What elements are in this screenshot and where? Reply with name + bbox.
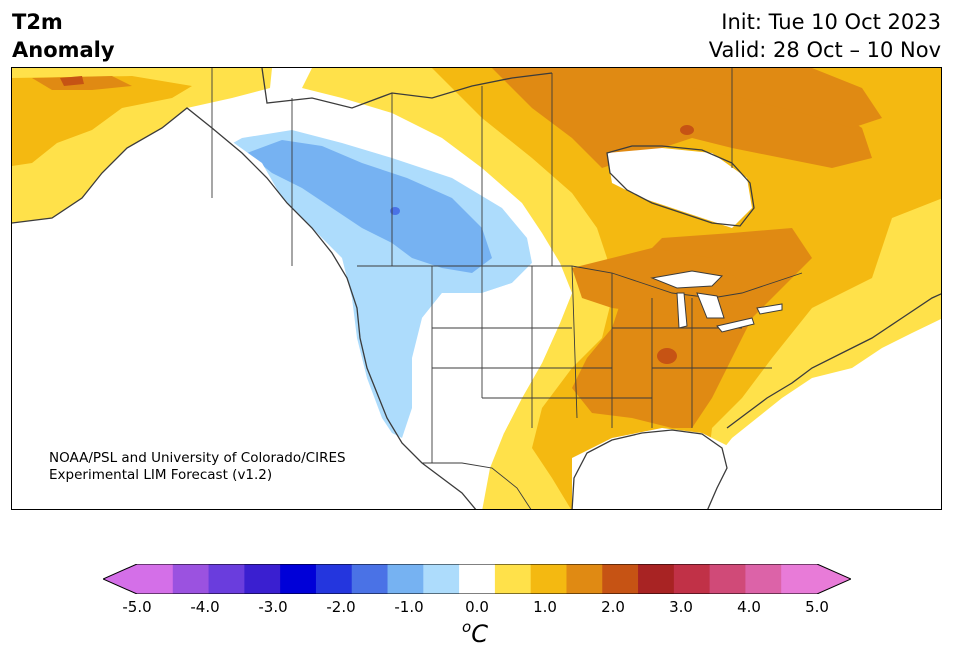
- gulf-coastline: [571, 429, 728, 509]
- political-borders: [211, 68, 803, 509]
- colorbar-segment: [315, 564, 353, 594]
- lake-superior: [650, 270, 724, 289]
- colorbar-segment: [423, 564, 460, 594]
- pacific-ocean: [12, 108, 481, 509]
- warm-anomaly-ohio-peak: [657, 348, 677, 364]
- colorbar-tick-label: 2.0: [601, 598, 625, 616]
- colorbar-segment: [745, 564, 782, 594]
- cool-anomaly-west-peak: [390, 207, 400, 215]
- map-canvas: [12, 68, 941, 509]
- quantity-label: Anomaly: [12, 38, 115, 62]
- lake-erie: [716, 317, 755, 333]
- colorbar-segment: [602, 564, 639, 594]
- colorbar: [103, 564, 851, 594]
- colorbar-tick-label: 0.0: [465, 598, 489, 616]
- state-lines: [431, 265, 772, 463]
- pacific-coastline: [12, 107, 477, 509]
- atlantic-ocean: [702, 318, 941, 509]
- colorbar-segment: [781, 564, 818, 594]
- gulf-of-mexico: [572, 428, 732, 509]
- colorbar-segment: [530, 564, 567, 594]
- warm-anomaly-island-peak: [680, 125, 694, 135]
- us-mexico-border: [422, 462, 532, 509]
- warm-anomaly-alaska-core: [12, 76, 192, 166]
- colorbar-tick-label: 1.0: [533, 598, 557, 616]
- colorbar-segment: [208, 564, 245, 594]
- great-lakes: [650, 270, 783, 333]
- atlantic-coastline: [726, 293, 941, 429]
- colorbar-segment: [137, 564, 174, 594]
- colorbar-under-extend: [103, 564, 137, 594]
- colorbar-segment: [244, 564, 281, 594]
- unit-degree-sup: o: [462, 618, 472, 636]
- colorbar-tick-label: 5.0: [805, 598, 829, 616]
- colorbar-over-extend: [817, 564, 851, 594]
- colorbar-segment: [172, 564, 210, 594]
- map-title: T2m Anomaly: [12, 8, 115, 64]
- unit-celsius: C: [471, 620, 488, 648]
- colorbar-segment: [638, 564, 675, 594]
- colorbar-segment: [351, 564, 389, 594]
- anomaly-map: [11, 67, 942, 510]
- colorbar-segment: [566, 564, 603, 594]
- lake-ontario: [756, 303, 783, 315]
- colorbar-tick-label: -5.0: [122, 598, 152, 616]
- init-date: Init: Tue 10 Oct 2023: [721, 10, 941, 34]
- credit-line-1: NOAA/PSL and University of Colorado/CIRE…: [49, 450, 346, 466]
- us-canada-border: [357, 265, 803, 299]
- lake-michigan: [676, 292, 688, 329]
- data-credit: NOAA/PSL and University of Colorado/CIRE…: [49, 450, 346, 633]
- province-lines: [291, 68, 733, 266]
- hudson-bay-coastline: [606, 145, 755, 227]
- colorbar-tick-label: -2.0: [326, 598, 356, 616]
- valid-range: Valid: 28 Oct – 10 Nov: [708, 38, 941, 62]
- warm-anomaly-alaska-peak: [60, 76, 84, 86]
- lake-huron: [696, 292, 725, 319]
- colorbar-segment: [673, 564, 711, 594]
- colorbar-tick-label: -1.0: [394, 598, 424, 616]
- colorbar-segment: [459, 564, 496, 594]
- forecast-dates: Init: Tue 10 Oct 2023 Valid: 28 Oct – 10…: [709, 8, 941, 64]
- colorbar-tick-label: 3.0: [669, 598, 693, 616]
- colorbar-tick-label: -4.0: [190, 598, 220, 616]
- colorbar-tick-label: -3.0: [258, 598, 288, 616]
- colorbar-segment: [280, 564, 317, 594]
- credit-line-2: Experimental LIM Forecast (v1.2): [49, 467, 273, 483]
- colorbar-segment: [494, 564, 532, 594]
- coastlines: [12, 68, 941, 509]
- cool-anomaly-west-medium: [247, 140, 492, 273]
- variable-label: T2m: [12, 10, 63, 34]
- hudson-bay-water: [607, 148, 752, 228]
- colorbar-tick-label: 4.0: [737, 598, 761, 616]
- warm-anomaly-baffin-dark: [632, 68, 882, 128]
- neutral-anomaly-central-us: [422, 263, 572, 433]
- colorbar-ticks: -5.0 -4.0 -3.0 -2.0 -1.0 0.0 1.0 2.0 3.0 4.0 5.0: [0, 598, 953, 618]
- colorbar-segment: [387, 564, 424, 594]
- colorbar-unit-label: oC: [462, 618, 488, 648]
- colorbar-segment: [709, 564, 746, 594]
